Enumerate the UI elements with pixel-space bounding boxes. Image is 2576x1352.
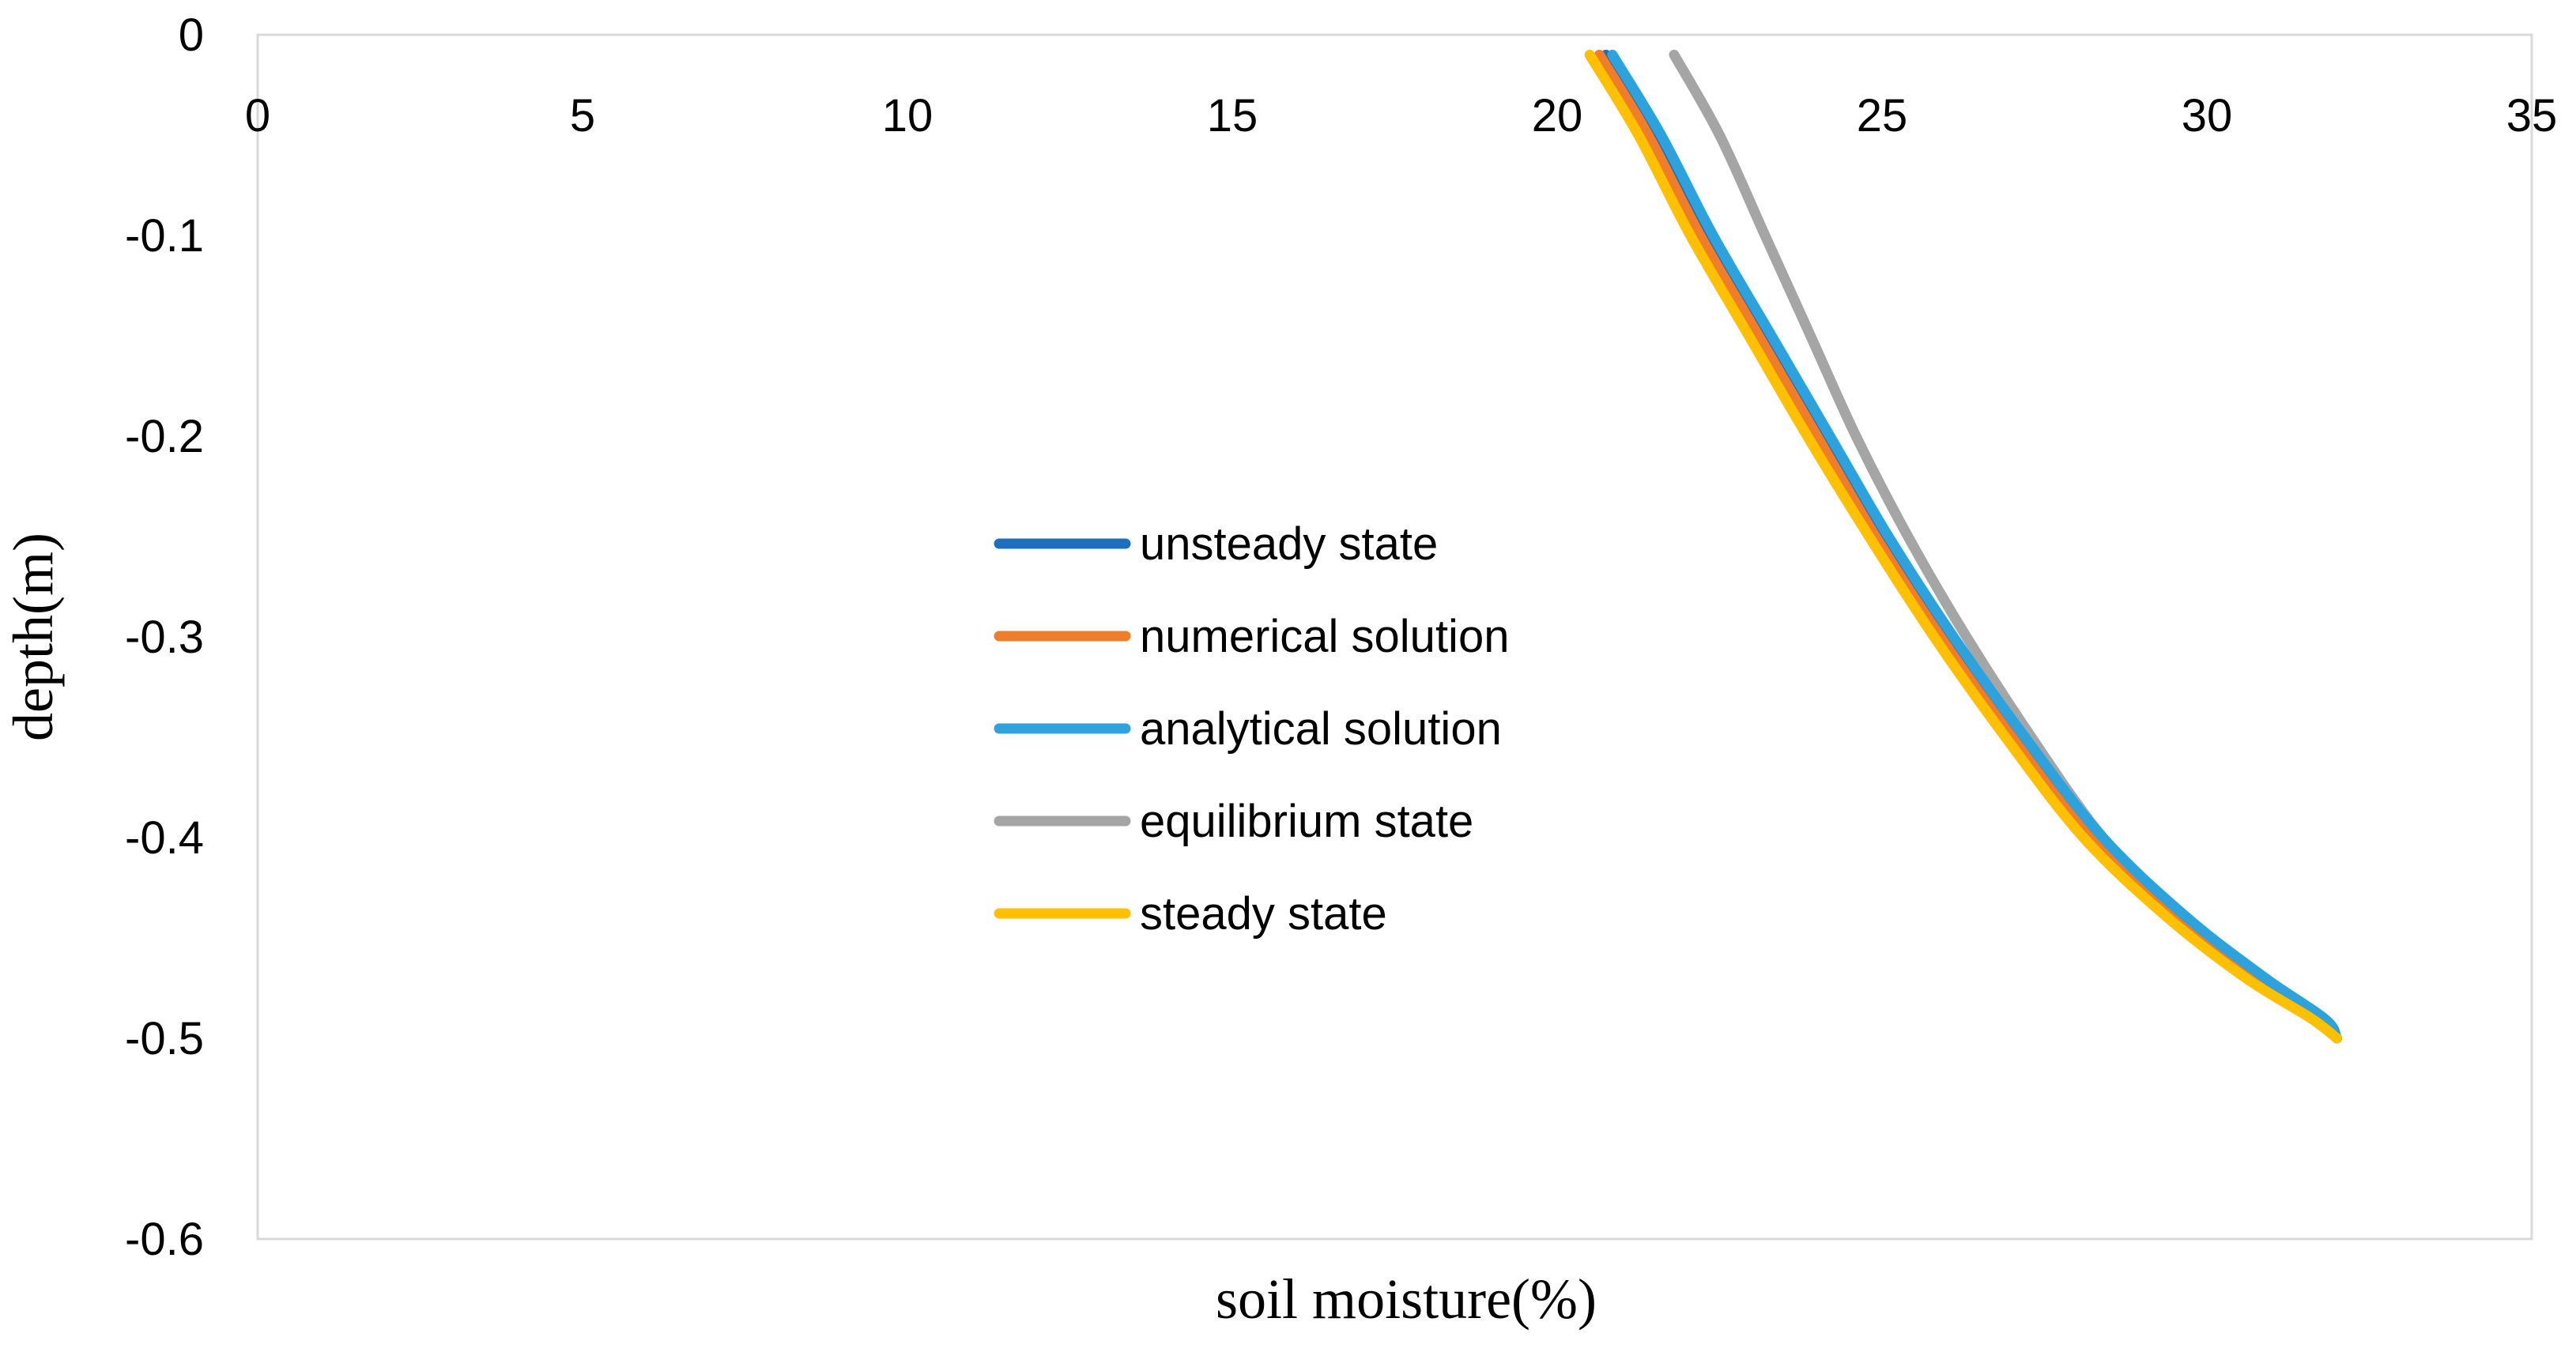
y-axis-title: depth(m) — [2, 533, 65, 741]
y-tick-label: -0.6 — [125, 1214, 204, 1265]
y-tick-label: -0.1 — [125, 210, 204, 262]
x-tick-label: 20 — [1532, 90, 1583, 141]
series-line-equilibrium-state — [1669, 49, 2342, 1044]
x-tick-label: 30 — [2182, 90, 2233, 141]
x-tick-label: 10 — [882, 90, 933, 141]
y-tick-label: -0.4 — [125, 812, 204, 864]
legend-label: analytical solution — [1140, 703, 1502, 755]
y-tick-label: -0.2 — [125, 411, 204, 462]
series-line-unsteady-state — [1601, 49, 2342, 1044]
series-line-numerical-solution — [1593, 49, 2342, 1044]
x-tick-label: 25 — [1857, 90, 1908, 141]
y-tick-labels: 0 -0.1 -0.2 -0.3 -0.4 -0.5 -0.6 — [125, 9, 204, 1265]
series-lines — [1584, 49, 2342, 1044]
legend-label: equilibrium state — [1140, 796, 1473, 847]
y-tick-label: 0 — [179, 9, 204, 61]
series-line-analytical-solution — [1607, 49, 2342, 1044]
series-line-steady-state — [1584, 49, 2342, 1044]
x-tick-label: 0 — [245, 90, 270, 141]
x-tick-label: 35 — [2506, 90, 2558, 141]
x-tick-label: 15 — [1207, 90, 1258, 141]
x-tick-label: 5 — [570, 90, 595, 141]
x-axis-title: soil moisture(%) — [1216, 1267, 1597, 1331]
x-tick-labels: 0 5 10 15 20 25 30 35 — [245, 90, 2557, 141]
legend-label: steady state — [1140, 888, 1387, 940]
legend-label: numerical solution — [1140, 611, 1509, 662]
legend-label: unsteady state — [1140, 518, 1438, 570]
y-tick-label: -0.3 — [125, 612, 204, 663]
plot-area-frame — [256, 33, 2533, 1241]
legend: unsteady state numerical solution analytic… — [994, 518, 1509, 940]
y-tick-label: -0.5 — [125, 1013, 204, 1064]
